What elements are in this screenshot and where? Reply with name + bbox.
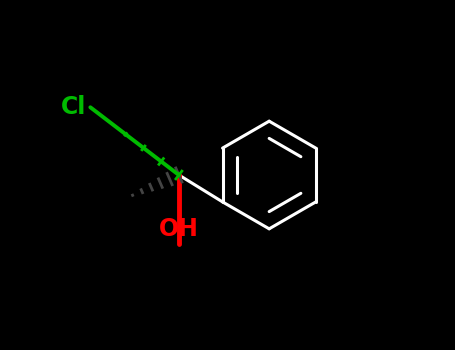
Text: Cl: Cl	[61, 95, 86, 119]
Text: OH: OH	[159, 217, 199, 241]
